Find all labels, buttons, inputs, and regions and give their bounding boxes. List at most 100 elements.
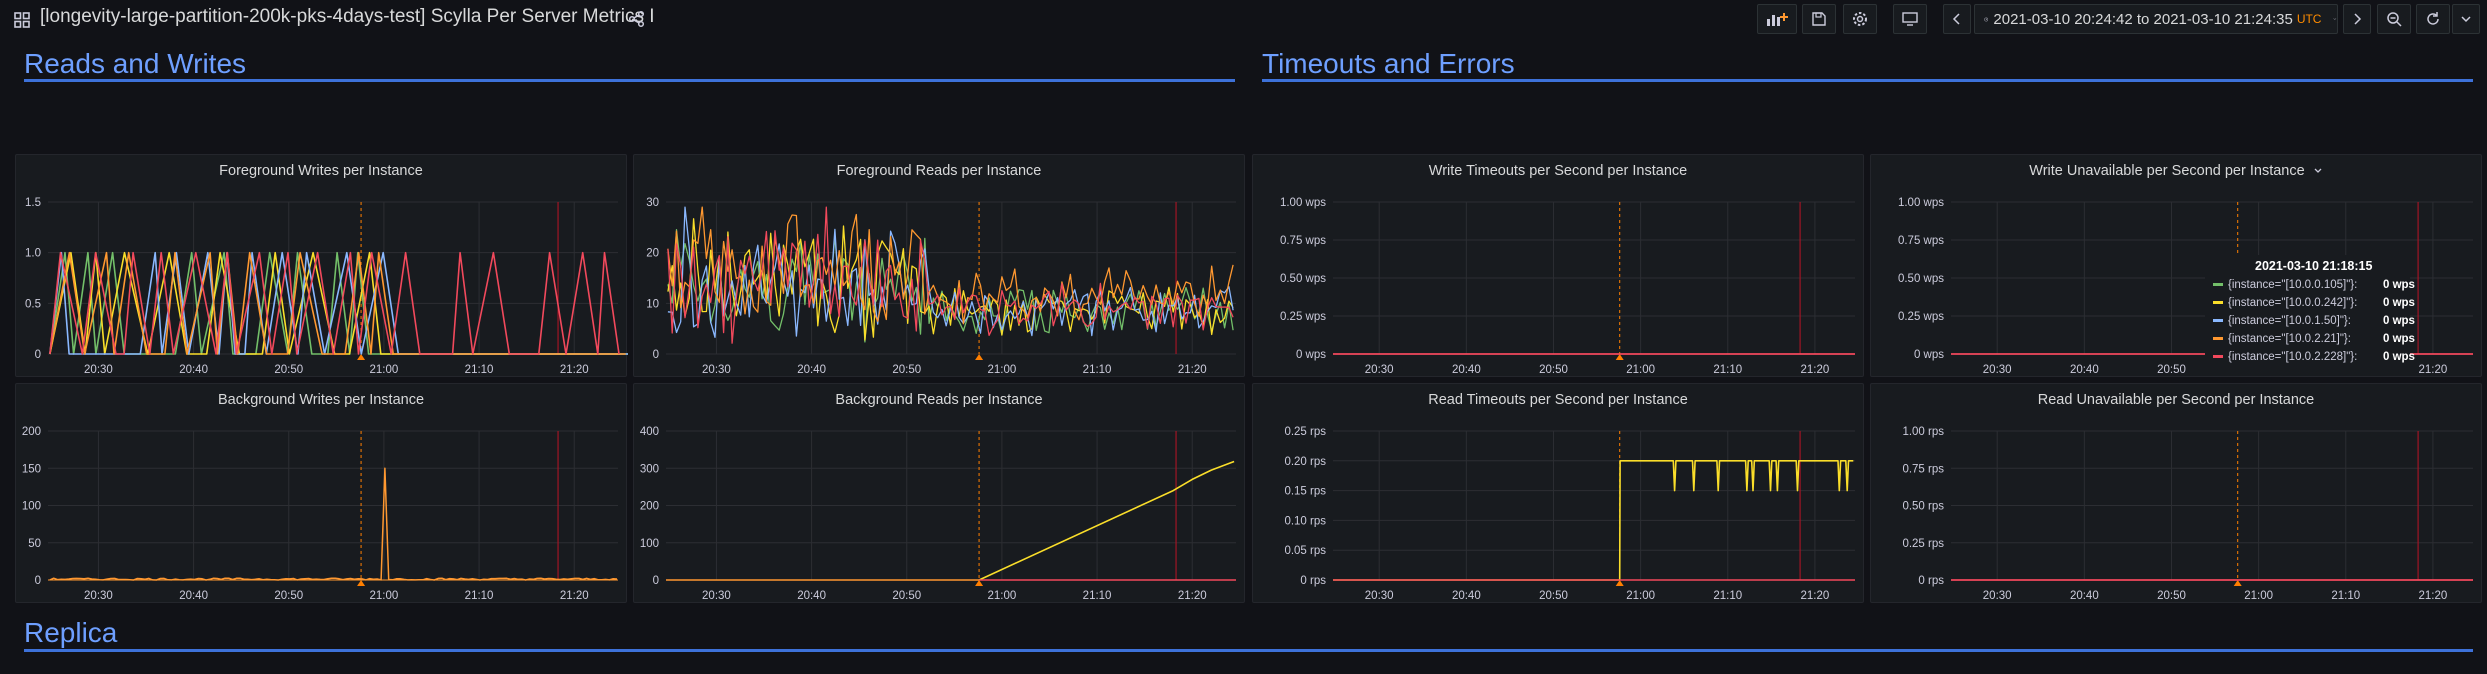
x-tick-label: 21:10 <box>1713 590 1742 602</box>
x-tick-label: 20:50 <box>274 364 303 376</box>
y-tick-label: 50 <box>28 538 41 550</box>
time-range-back-button[interactable] <box>1943 4 1971 34</box>
x-tick-label: 20:40 <box>179 364 208 376</box>
y-tick-label: 0.75 rps <box>1902 463 1944 475</box>
y-tick-label: 400 <box>640 426 659 438</box>
y-tick-label: 200 <box>22 426 41 438</box>
x-tick-label: 21:10 <box>465 364 494 376</box>
dashboard-title[interactable]: [longevity-large-partition-200k-pks-4day… <box>40 6 655 27</box>
dashboard-grid-icon[interactable] <box>14 12 30 28</box>
time-range-picker[interactable]: 2021-03-10 20:24:42 to 2021-03-10 21:24:… <box>1974 4 2338 34</box>
save-dashboard-button[interactable] <box>1802 4 1836 34</box>
time-range-forward-button[interactable] <box>2343 4 2371 34</box>
tooltip-value: 0 wps <box>2383 351 2415 363</box>
x-tick-label: 20:30 <box>1365 590 1394 602</box>
add-panel-button[interactable] <box>1757 4 1797 34</box>
monitor-icon <box>1902 12 1918 26</box>
tooltip-value: 0 wps <box>2383 333 2415 345</box>
annotation-marker <box>1615 354 1624 360</box>
y-tick-label: 100 <box>22 501 41 513</box>
y-tick-label: 20 <box>646 248 659 260</box>
x-tick-label: 20:50 <box>2157 364 2186 376</box>
tooltip-row: {instance="[10.0.1.50]"}: 0 wps <box>2213 315 2415 333</box>
y-tick-label: 0.15 rps <box>1284 486 1326 498</box>
tooltip-row: {instance="[10.0.0.242]"}: 0 wps <box>2213 297 2415 315</box>
panel-background-writes[interactable]: Background Writes per Instance 0 50 100 150… <box>15 383 627 603</box>
clock-icon <box>1984 17 1989 21</box>
tooltip-time: 2021-03-10 21:18:15 <box>2255 259 2373 273</box>
panel-background-reads[interactable]: Background Reads per Instance 0 100 200 300… <box>633 383 1245 603</box>
x-tick-label: 20:40 <box>2070 590 2099 602</box>
x-tick-label: 21:20 <box>2419 364 2448 376</box>
x-tick-label: 21:00 <box>1626 364 1655 376</box>
chevron-down-icon <box>2461 16 2471 23</box>
series-line <box>49 467 618 581</box>
panel-title[interactable]: Read Unavailable per Second per Instance <box>2037 392 2315 408</box>
x-tick-label: 21:20 <box>1801 590 1830 602</box>
chevron-left-icon <box>1952 13 1960 25</box>
panel-write-timeouts[interactable]: Write Timeouts per Second per Instance 0… <box>1252 154 1864 377</box>
panel-foreground-writes[interactable]: Foreground Writes per Instance 0 0.5 1.0 1.… <box>15 154 628 377</box>
y-tick-label: 0 wps <box>1914 349 1944 361</box>
x-tick-label: 21:10 <box>1083 364 1112 376</box>
panel-title[interactable]: Write Unavailable per Second per Instanc… <box>1871 163 2481 179</box>
panel-title[interactable]: Read Timeouts per Second per Instance <box>1428 392 1688 408</box>
panel-title[interactable]: Write Timeouts per Second per Instance <box>1428 163 1688 179</box>
x-tick-label: 20:30 <box>84 364 113 376</box>
tooltip-label: {instance="[10.0.0.242]"}: <box>2228 297 2358 309</box>
panel-title[interactable]: Background Writes per Instance <box>217 392 425 408</box>
zoom-out-button[interactable] <box>2377 4 2411 34</box>
chart-svg: 0 rps 0.05 rps 0.10 rps 0.15 rps 0.20 rps 0.2… <box>1284 426 1855 602</box>
annotation-marker <box>975 580 984 586</box>
share-icon[interactable] <box>628 10 646 28</box>
series-line <box>1333 460 1854 581</box>
chart-svg: 0 0.5 1.0 1.5 20:30 20:40 20:50 21:00 21:10 21:20 <box>25 197 628 376</box>
legend-swatch <box>2213 319 2223 323</box>
y-tick-label: 0.25 rps <box>1902 538 1944 550</box>
y-tick-label: 0 <box>653 575 659 587</box>
series-line <box>667 206 1234 325</box>
chart-svg: 0 50 100 150 200 20:30 20:40 20:50 21:00 21:10 21:… <box>22 426 618 602</box>
y-tick-label: 0.5 <box>25 298 41 310</box>
y-tick-label: 0 <box>653 349 659 361</box>
panel-read-timeouts[interactable]: Read Timeouts per Second per Instance 0 … <box>1252 383 1864 603</box>
series-line <box>667 206 1234 344</box>
y-tick-label: 1.0 <box>25 248 41 260</box>
panel-read-unavailable[interactable]: Read Unavailable per Second per Instance… <box>1870 383 2482 603</box>
chevron-down-icon[interactable] <box>2313 167 2323 175</box>
y-tick-label: 1.00 rps <box>1902 426 1944 438</box>
cycle-view-mode-button[interactable] <box>1893 4 1927 34</box>
x-tick-label: 20:50 <box>1539 590 1568 602</box>
y-tick-label: 0.50 rps <box>1902 501 1944 513</box>
x-tick-label: 20:40 <box>1452 590 1481 602</box>
y-tick-label: 1.5 <box>25 197 41 209</box>
tooltip-row: {instance="[10.0.2.228]"}: 0 wps <box>2213 351 2415 369</box>
annotation-marker <box>1615 580 1624 586</box>
x-tick-label: 21:10 <box>1713 364 1742 376</box>
panel-title[interactable]: Background Reads per Instance <box>835 392 1043 408</box>
y-tick-label: 0.75 wps <box>1898 235 1944 247</box>
panel-title[interactable]: Foreground Reads per Instance <box>836 163 1042 179</box>
annotation-marker <box>357 354 366 360</box>
x-tick-label: 20:40 <box>179 590 208 602</box>
panel-title[interactable]: Foreground Writes per Instance <box>219 163 423 179</box>
x-tick-label: 21:20 <box>1801 364 1830 376</box>
x-tick-label: 21:20 <box>560 590 589 602</box>
panel-title-text: Write Unavailable per Second per Instanc… <box>2029 163 2305 179</box>
refresh-button[interactable] <box>2416 4 2450 34</box>
x-tick-label: 20:30 <box>702 364 731 376</box>
x-tick-label: 20:30 <box>702 590 731 602</box>
x-tick-label: 20:40 <box>1452 364 1481 376</box>
save-icon <box>1812 12 1826 26</box>
gear-icon <box>1853 12 1867 26</box>
annotation-marker <box>2233 580 2242 586</box>
row-timeouts-and-errors[interactable]: Timeouts and Errors <box>1262 48 1515 79</box>
panel-foreground-reads[interactable]: Foreground Reads per Instance 0 10 20 30 20:… <box>633 154 1245 377</box>
dashboard-settings-button[interactable] <box>1843 4 1877 34</box>
y-tick-label: 0.25 wps <box>1280 311 1326 323</box>
x-tick-label: 21:00 <box>988 364 1017 376</box>
row-replica[interactable]: Replica <box>24 617 118 648</box>
refresh-interval-picker[interactable] <box>2452 4 2480 34</box>
row-reads-and-writes[interactable]: Reads and Writes <box>24 48 247 79</box>
tooltip-row: {instance="[10.0.0.105]"}: 0 wps <box>2213 279 2415 297</box>
